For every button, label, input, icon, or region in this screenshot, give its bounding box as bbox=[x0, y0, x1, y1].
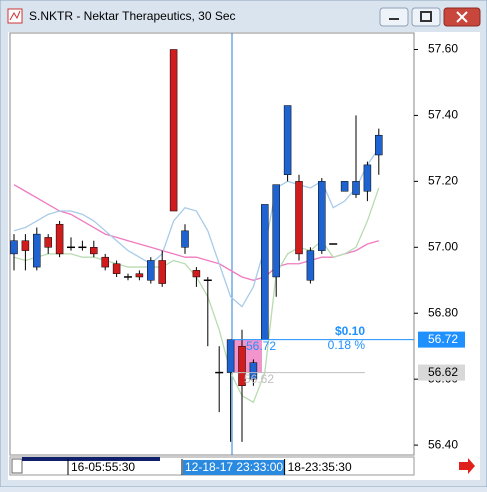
price-line-label: 56.72 bbox=[246, 339, 276, 353]
x-tick-label: 12-18-17 23:33:00 bbox=[185, 460, 283, 474]
candle-body bbox=[340, 181, 349, 192]
candle-body bbox=[352, 181, 360, 195]
scroll-thumb[interactable] bbox=[11, 458, 23, 474]
moving-average-line bbox=[13, 148, 380, 308]
candle-body bbox=[135, 273, 144, 278]
x-tick-label: 16-05:55:30 bbox=[71, 460, 135, 474]
y-tick-label: 56.80 bbox=[428, 305, 458, 319]
scroll-right-arrow[interactable] bbox=[459, 458, 475, 474]
price-axis-label: 56.72 bbox=[428, 332, 458, 346]
candle-body bbox=[306, 250, 315, 281]
candle-body bbox=[147, 260, 155, 281]
price-line-label: 56.62 bbox=[244, 372, 274, 386]
y-tick-label: 57.20 bbox=[428, 174, 458, 188]
candle-body bbox=[283, 105, 292, 176]
close-glyph bbox=[456, 11, 468, 23]
maximize-glyph bbox=[420, 11, 432, 22]
candle-body bbox=[226, 339, 235, 373]
candle-body bbox=[33, 233, 41, 268]
candle-body bbox=[375, 134, 383, 156]
candle-body bbox=[318, 181, 326, 251]
candle-body bbox=[169, 49, 178, 212]
minimize-glyph bbox=[389, 18, 399, 20]
scroll-range bbox=[22, 457, 160, 461]
candle-body bbox=[101, 256, 109, 268]
candle-body bbox=[249, 362, 258, 380]
candle-body bbox=[181, 230, 189, 248]
candle-body bbox=[261, 204, 269, 340]
x-tick-label: 18-23:35:30 bbox=[288, 460, 352, 474]
candle-body bbox=[295, 181, 303, 255]
y-tick-label: 57.60 bbox=[428, 42, 458, 56]
app-icon-glyph bbox=[9, 10, 21, 21]
y-tick-label: 57.40 bbox=[428, 108, 458, 122]
moving-average-line bbox=[13, 184, 379, 281]
minimize-button[interactable] bbox=[379, 7, 409, 27]
app-icon bbox=[7, 8, 23, 24]
price-axis-label: 56.62 bbox=[428, 365, 458, 379]
candle-body bbox=[44, 237, 52, 248]
candle-body bbox=[192, 270, 201, 278]
y-tick-label: 57.00 bbox=[428, 239, 458, 253]
price-axis-box bbox=[418, 364, 465, 381]
candle-body bbox=[363, 164, 372, 192]
candle-body bbox=[10, 240, 18, 255]
y-tick-label: 56.40 bbox=[428, 437, 458, 451]
candle-body bbox=[238, 345, 246, 387]
price-axis-box bbox=[418, 331, 465, 348]
change-percent-label: 0.18 % bbox=[328, 338, 366, 352]
candle-body bbox=[55, 223, 64, 255]
candle-body bbox=[112, 263, 121, 274]
candle-body bbox=[21, 240, 30, 251]
x-label-highlight bbox=[183, 460, 285, 475]
candle-body bbox=[158, 260, 166, 284]
candle-body bbox=[272, 184, 280, 278]
change-label: $0.10 bbox=[335, 324, 365, 338]
window-title: S.NKTR - Nektar Therapeutics, 30 Sec bbox=[29, 9, 236, 23]
candle-body bbox=[90, 247, 98, 255]
maximize-button[interactable] bbox=[411, 7, 441, 27]
